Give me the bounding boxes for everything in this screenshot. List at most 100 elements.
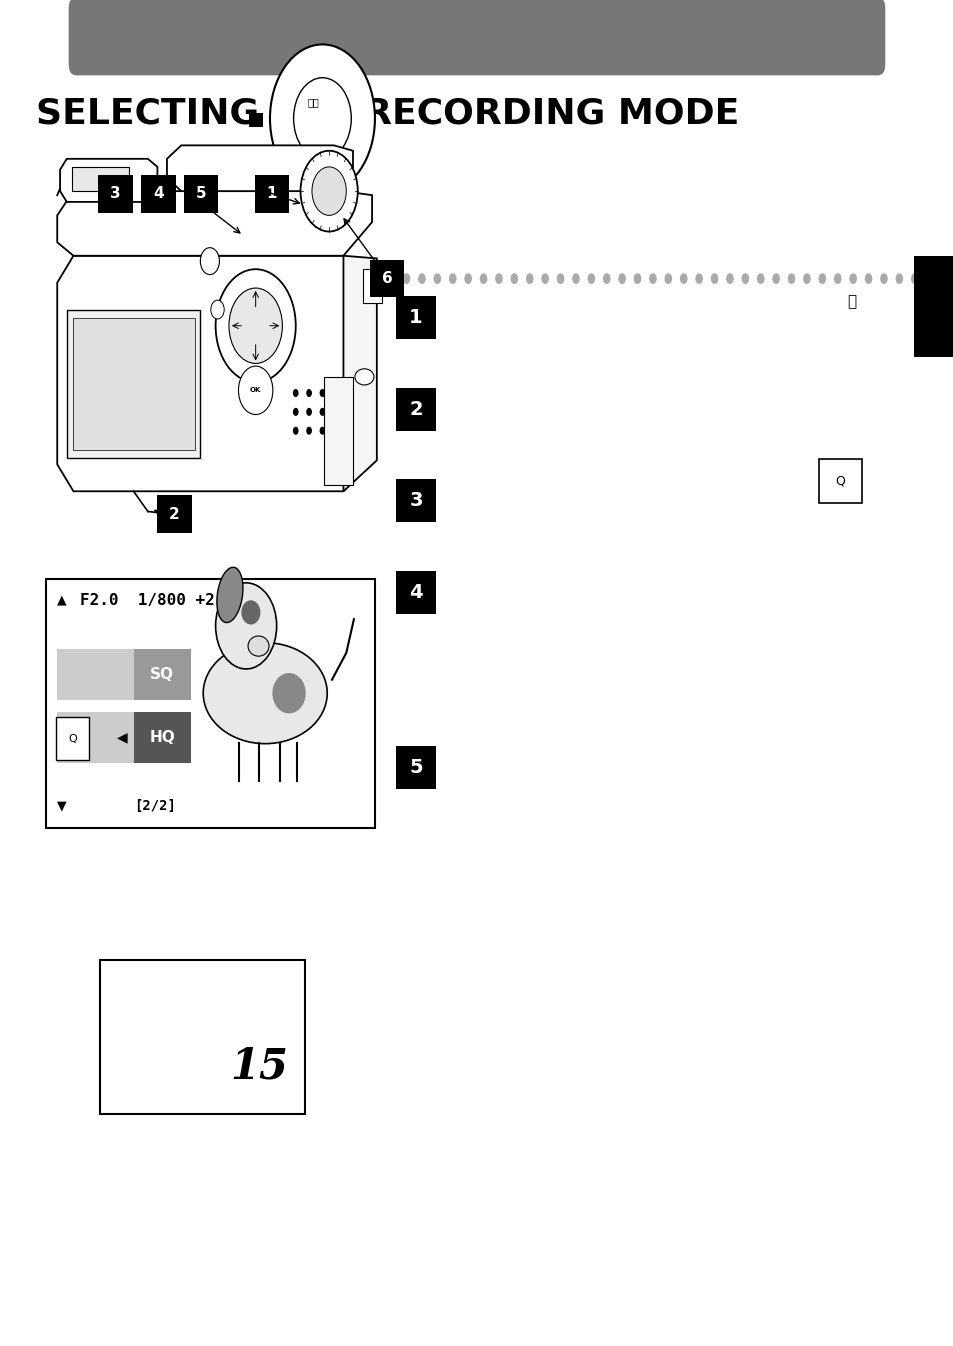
Text: 4: 4 [152, 186, 164, 202]
Circle shape [740, 273, 748, 284]
Circle shape [417, 273, 425, 284]
Circle shape [200, 248, 219, 275]
Text: OK: OK [250, 388, 261, 393]
Bar [184, 175, 218, 213]
Circle shape [238, 366, 273, 415]
Circle shape [895, 273, 902, 284]
Circle shape [802, 273, 810, 284]
Circle shape [540, 273, 548, 284]
Text: 1: 1 [409, 308, 422, 327]
Text: ⦿⦿: ⦿⦿ [307, 97, 318, 108]
Circle shape [306, 427, 312, 435]
Circle shape [787, 273, 795, 284]
Text: 3: 3 [409, 491, 422, 510]
Circle shape [433, 273, 440, 284]
Circle shape [818, 273, 825, 284]
Circle shape [618, 273, 625, 284]
Circle shape [229, 288, 282, 363]
Circle shape [306, 389, 312, 397]
Text: [2/2]: [2/2] [134, 800, 176, 813]
Circle shape [479, 273, 487, 284]
Circle shape [848, 273, 856, 284]
Circle shape [300, 151, 357, 232]
Circle shape [648, 273, 656, 284]
Bar [395, 746, 436, 789]
Text: HQ: HQ [150, 730, 174, 746]
Text: 2: 2 [409, 400, 422, 419]
Ellipse shape [355, 369, 374, 385]
Ellipse shape [203, 642, 327, 743]
Bar [133, 649, 191, 700]
FancyBboxPatch shape [56, 717, 89, 760]
Circle shape [525, 273, 533, 284]
Bar [133, 712, 191, 763]
Circle shape [211, 300, 224, 319]
FancyBboxPatch shape [69, 0, 884, 75]
Circle shape [293, 427, 298, 435]
Text: 5: 5 [195, 186, 207, 202]
Polygon shape [343, 256, 376, 491]
Circle shape [710, 273, 718, 284]
Ellipse shape [216, 567, 243, 623]
Bar [57, 649, 135, 700]
Circle shape [863, 273, 871, 284]
Text: 3: 3 [110, 186, 121, 202]
Circle shape [319, 408, 325, 416]
Circle shape [294, 78, 351, 159]
Circle shape [925, 273, 933, 284]
Text: ▲: ▲ [57, 594, 67, 607]
Bar [67, 310, 200, 458]
Bar [72, 318, 194, 450]
Circle shape [557, 273, 564, 284]
Polygon shape [167, 145, 353, 191]
Circle shape [270, 44, 375, 192]
Circle shape [602, 273, 610, 284]
Bar [370, 260, 404, 297]
Circle shape [772, 273, 780, 284]
Bar [71, 167, 129, 191]
Text: Q: Q [68, 734, 77, 744]
Circle shape [402, 273, 410, 284]
Circle shape [464, 273, 472, 284]
Circle shape [293, 408, 298, 416]
Text: 15: 15 [230, 1046, 288, 1088]
Bar [395, 296, 436, 339]
Circle shape [387, 273, 395, 284]
Circle shape [215, 269, 295, 382]
Bar [157, 495, 192, 533]
Circle shape [510, 273, 517, 284]
Circle shape [679, 273, 687, 284]
Bar [362, 269, 381, 303]
Bar [395, 479, 436, 522]
Text: Q: Q [835, 474, 844, 487]
Text: ◀: ◀ [116, 731, 128, 744]
Ellipse shape [273, 673, 305, 713]
Circle shape [306, 408, 312, 416]
Circle shape [910, 273, 918, 284]
Polygon shape [57, 256, 372, 491]
Bar [98, 175, 132, 213]
Bar [324, 377, 353, 485]
Bar [395, 388, 436, 431]
Circle shape [293, 389, 298, 397]
Text: F2.0  1/800 +2.0: F2.0 1/800 +2.0 [80, 592, 233, 608]
Circle shape [880, 273, 887, 284]
Bar [100, 960, 305, 1114]
Text: SELECTING THE RECORDING MODE: SELECTING THE RECORDING MODE [36, 97, 739, 131]
Circle shape [319, 427, 325, 435]
Text: ▼: ▼ [57, 800, 67, 813]
Text: ⛾: ⛾ [846, 293, 856, 310]
Circle shape [215, 583, 276, 669]
Bar [315, 190, 329, 203]
Text: 2: 2 [169, 506, 180, 522]
Polygon shape [60, 159, 157, 202]
Circle shape [572, 273, 579, 284]
Circle shape [756, 273, 763, 284]
Ellipse shape [241, 600, 260, 625]
Text: 6: 6 [381, 271, 393, 287]
FancyBboxPatch shape [818, 459, 862, 503]
Text: 1: 1 [266, 186, 277, 202]
Circle shape [319, 389, 325, 397]
Circle shape [633, 273, 640, 284]
Circle shape [312, 167, 346, 215]
